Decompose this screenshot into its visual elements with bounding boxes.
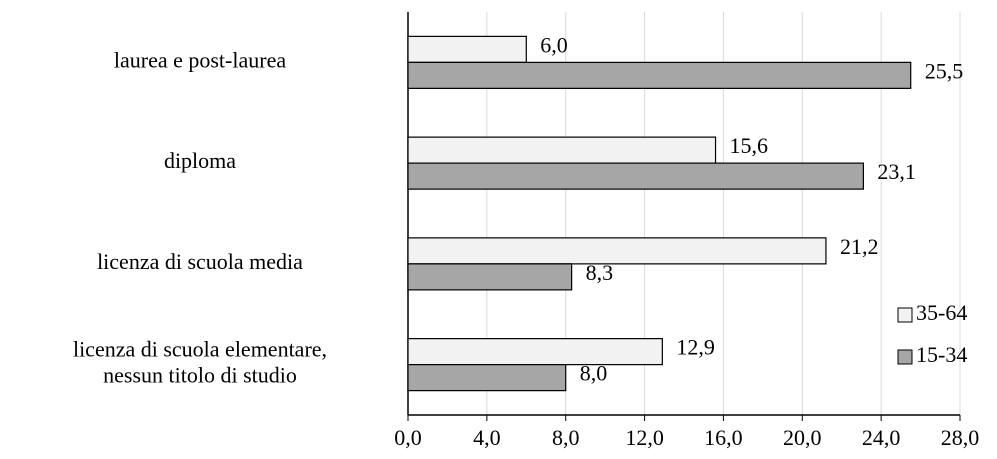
y-tick-label: licenza di scuola elementare, nessun tito… [73, 337, 327, 388]
x-tick-label: 0,0 [394, 425, 422, 450]
value-label: 8,3 [586, 260, 614, 285]
y-tick-label: diploma [164, 148, 236, 173]
value-label: 23,1 [877, 159, 916, 184]
legend-label: 35-64 [916, 300, 967, 325]
legend-swatch [897, 349, 913, 365]
x-tick-label: 24,0 [862, 425, 901, 450]
value-label: 12,9 [676, 335, 715, 360]
x-tick-label: 16,0 [704, 425, 743, 450]
x-tick-label: 8,0 [552, 425, 580, 450]
value-label: 8,0 [580, 361, 608, 386]
bar [407, 136, 717, 164]
x-tick-label: 20,0 [783, 425, 822, 450]
value-label: 21,2 [840, 234, 879, 259]
legend-swatch [897, 307, 913, 323]
x-tick-label: 28,0 [941, 425, 980, 450]
y-tick-label: licenza di scuola media [97, 249, 303, 274]
x-tick-label: 12,0 [625, 425, 664, 450]
bar [407, 61, 912, 89]
x-tick-label: 4,0 [473, 425, 501, 450]
value-label: 15,6 [730, 133, 769, 158]
bar [407, 263, 573, 291]
bar [407, 35, 527, 63]
bar [407, 237, 827, 265]
legend-label: 15-34 [916, 342, 967, 367]
y-tick-label: laurea e post-laurea [114, 47, 286, 72]
bar [407, 364, 567, 392]
bar [407, 162, 864, 190]
value-label: 6,0 [540, 32, 568, 57]
value-label: 25,5 [925, 58, 964, 83]
bar [407, 338, 663, 366]
